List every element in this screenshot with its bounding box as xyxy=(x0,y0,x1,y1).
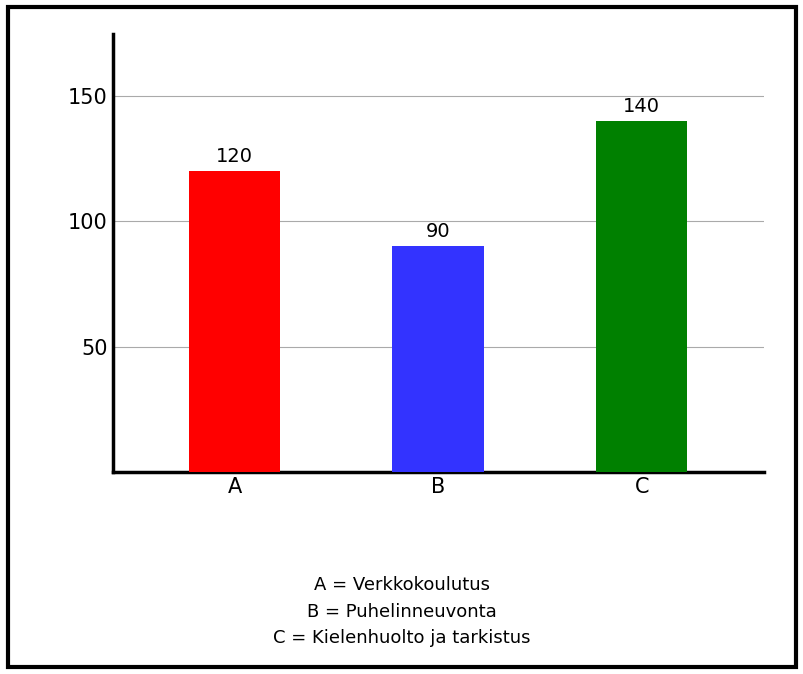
Text: 140: 140 xyxy=(622,97,659,117)
Bar xyxy=(189,171,280,472)
Text: 90: 90 xyxy=(426,222,450,241)
Bar xyxy=(595,121,687,472)
Text: A = Verkkokoulutus
B = Puhelinneuvonta
C = Kielenhuolto ja tarkistus: A = Verkkokoulutus B = Puhelinneuvonta C… xyxy=(273,576,530,647)
Text: 120: 120 xyxy=(216,148,253,166)
Bar xyxy=(392,247,483,472)
